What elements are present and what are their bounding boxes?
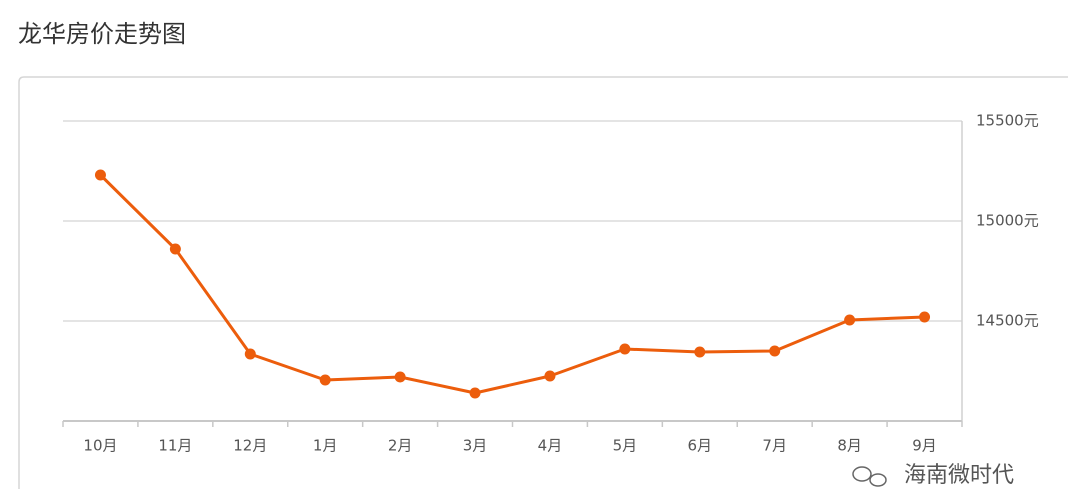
point: [694, 346, 706, 358]
point: [169, 243, 181, 255]
point: [919, 311, 931, 323]
point: [769, 345, 781, 357]
x-tick-label: 2月: [388, 437, 413, 455]
watermark: 海南微时代: [904, 463, 1014, 488]
x-tick-label: 12月: [233, 437, 267, 455]
point: [544, 370, 556, 382]
x-tick-label: 4月: [538, 437, 563, 455]
point: [94, 169, 106, 181]
x-tick-label: 11月: [158, 437, 192, 455]
watermark-icon: [852, 466, 887, 487]
point: [319, 374, 331, 386]
point: [244, 348, 256, 360]
point: [394, 371, 406, 383]
x-tick-label: 5月: [613, 437, 638, 455]
panel-border: [18, 76, 1068, 489]
point: [469, 387, 481, 399]
point: [844, 314, 856, 326]
x-tick-label: 1月: [313, 437, 338, 455]
x-tick-label: 6月: [688, 437, 713, 455]
x-tick-label: 3月: [463, 437, 488, 455]
point: [619, 343, 631, 355]
y-tick-label: 15000元: [976, 212, 1039, 230]
chart-title: 龙华房价走势图: [18, 20, 186, 48]
x-tick-label: 9月: [912, 437, 937, 455]
x-tick-label: 7月: [762, 437, 787, 455]
y-tick-label: 14500元: [976, 312, 1039, 330]
x-tick-label: 10月: [83, 437, 117, 455]
line: [99, 173, 925, 395]
x-tick-label: 8月: [837, 437, 862, 455]
y-tick-label: 15500元: [976, 112, 1039, 130]
